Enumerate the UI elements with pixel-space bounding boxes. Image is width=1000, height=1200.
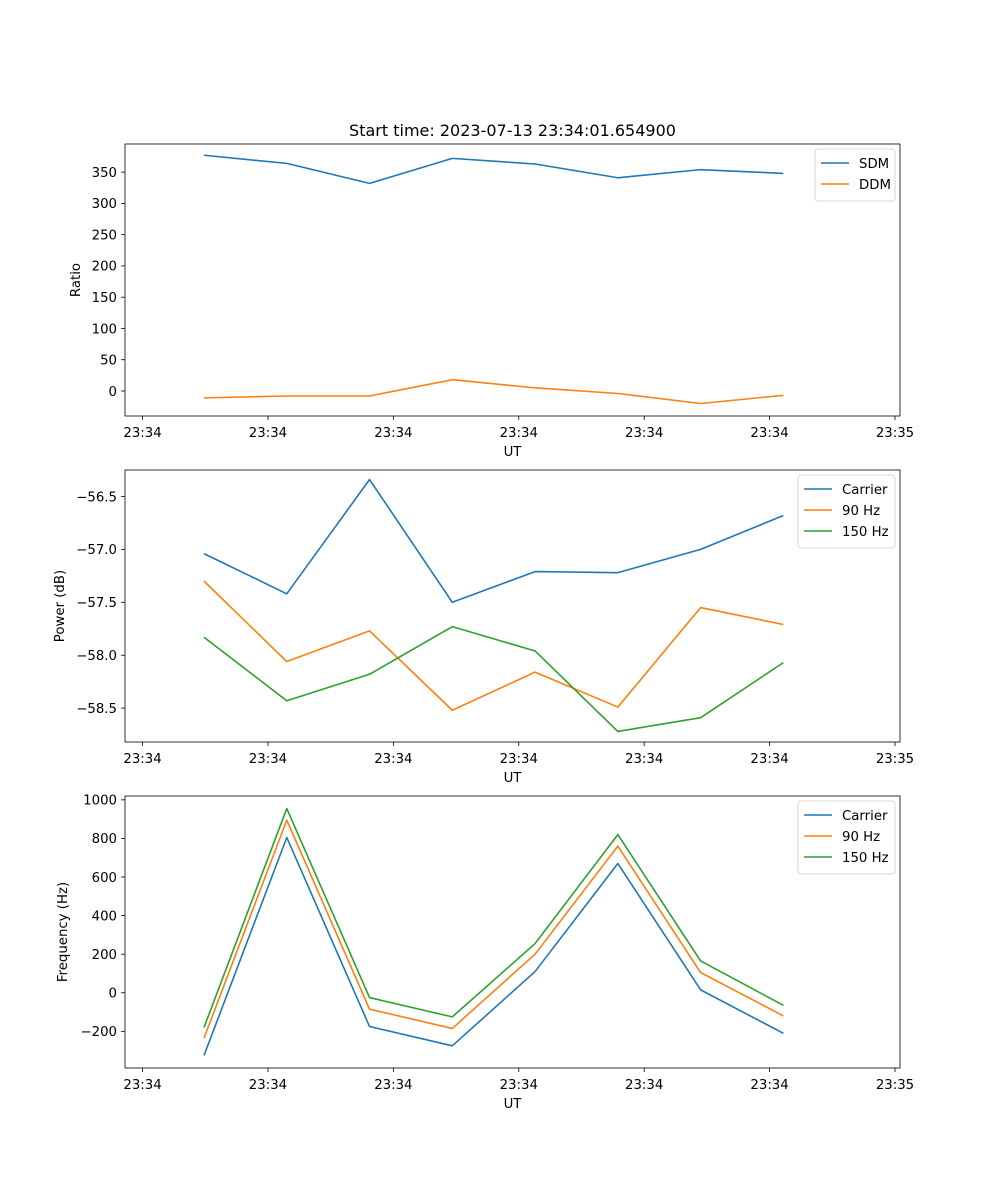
axes-frequency: 23:34 23:34 23:34 23:34 23:34 23:34 23:35 −200 0…: [56, 794, 914, 1112]
frequency-y-tick-label: 200: [92, 948, 117, 963]
axes-container: 23:34 23:34 23:34 23:34 23:34 23:34 23:35 0 50 10…: [53, 143, 914, 1112]
ratio-y-tick-label: 300: [92, 197, 117, 212]
power-x-tick-label: 23:34: [500, 752, 538, 767]
power-x-tick-label: 23:34: [249, 752, 287, 767]
frequency-legend-label: 150 Hz: [842, 851, 889, 866]
ratio-legend: SDM DDM: [814, 148, 896, 202]
frequency-axes-frame: [124, 795, 901, 1069]
power-legend-label: 90 Hz: [842, 504, 880, 519]
ratio-x-tick-label: 23:34: [374, 426, 412, 441]
power-y-axis-label: Power (dB): [53, 570, 68, 642]
ratio-x-axis-label: UT: [504, 445, 523, 460]
frequency-x-tick-label: 23:34: [374, 1078, 412, 1093]
ratio-axes-frame: [124, 143, 901, 417]
ratio-x-tick-label: 23:35: [876, 426, 914, 441]
power-x-tick-label: 23:34: [374, 752, 412, 767]
power-legend-box: [797, 474, 896, 549]
axes-power: 23:34 23:34 23:34 23:34 23:34 23:34 23:35 −58.5…: [53, 469, 914, 786]
frequency-series-line-carrier: [203, 836, 784, 1056]
power-x-tick-label: 23:34: [625, 752, 663, 767]
power-legend-label: 150 Hz: [842, 525, 889, 540]
ratio-x-tick-label: 23:34: [249, 426, 287, 441]
ratio-x-tick-label: 23:34: [625, 426, 663, 441]
frequency-y-tick-label: 0: [109, 987, 117, 1002]
ratio-x-tick-label: 23:34: [123, 426, 161, 441]
frequency-legend: Carrier 90 Hz 150 Hz: [797, 800, 896, 875]
ratio-y-tick-label: 250: [92, 228, 117, 243]
power-y-tick-label: −56.5: [76, 490, 117, 505]
frequency-y-tick-label: −200: [80, 1025, 117, 1040]
axes-ratio: 23:34 23:34 23:34 23:34 23:34 23:34 23:35 0 50 10…: [69, 143, 914, 460]
power-y-tick-label: −57.0: [76, 543, 117, 558]
ratio-series-line-ddm: [203, 378, 784, 405]
ratio-y-tick-label: 200: [92, 260, 117, 275]
ratio-legend-label: SDM: [859, 157, 889, 172]
power-series-line-90-hz: [203, 580, 784, 712]
frequency-y-tick-label: 800: [92, 832, 117, 847]
ratio-y-tick-label: 150: [92, 291, 117, 306]
frequency-y-tick-label: 600: [92, 871, 117, 886]
power-legend-label: Carrier: [842, 483, 888, 498]
frequency-x-tick-label: 23:34: [625, 1078, 663, 1093]
power-x-tick-label: 23:35: [876, 752, 914, 767]
ratio-y-tick-label: 350: [92, 166, 117, 181]
frequency-x-tick-label: 23:34: [123, 1078, 161, 1093]
frequency-x-tick-label: 23:35: [876, 1078, 914, 1093]
frequency-x-tick-label: 23:34: [500, 1078, 538, 1093]
frequency-series-line-90-hz: [203, 819, 784, 1039]
ratio-y-axis-label: Ratio: [69, 263, 84, 297]
frequency-x-tick-label: 23:34: [750, 1078, 788, 1093]
frequency-y-tick-label: 400: [92, 909, 117, 924]
ratio-x-tick-label: 23:34: [750, 426, 788, 441]
chart-title: Start time: 2023-07-13 23:34:01.654900: [349, 121, 676, 140]
ratio-legend-label: DDM: [859, 178, 891, 193]
power-y-tick-label: −58.5: [76, 702, 117, 717]
power-series-line-carrier: [203, 478, 784, 604]
frequency-series-line-150-hz: [203, 807, 784, 1028]
frequency-legend-label: Carrier: [842, 809, 888, 824]
frequency-y-axis-label: Frequency (Hz): [56, 882, 71, 982]
power-x-axis-label: UT: [504, 771, 523, 786]
power-series-line-150-hz: [203, 625, 784, 733]
power-legend: Carrier 90 Hz 150 Hz: [797, 474, 896, 549]
power-y-tick-label: −58.0: [76, 649, 117, 664]
ratio-x-tick-label: 23:34: [500, 426, 538, 441]
power-x-tick-label: 23:34: [123, 752, 161, 767]
ratio-series-line-sdm: [203, 154, 784, 185]
ratio-y-tick-label: 0: [109, 385, 117, 400]
frequency-y-tick-label: 1000: [83, 794, 117, 809]
ratio-y-tick-label: 100: [92, 322, 117, 337]
frequency-x-tick-label: 23:34: [249, 1078, 287, 1093]
frequency-x-axis-label: UT: [504, 1097, 523, 1112]
frequency-legend-label: 90 Hz: [842, 830, 880, 845]
power-y-tick-label: −57.5: [76, 596, 117, 611]
frequency-legend-box: [797, 800, 896, 875]
power-axes-frame: [124, 469, 901, 743]
power-x-tick-label: 23:34: [750, 752, 788, 767]
ratio-legend-box: [814, 148, 896, 202]
ratio-y-tick-label: 50: [100, 354, 117, 369]
